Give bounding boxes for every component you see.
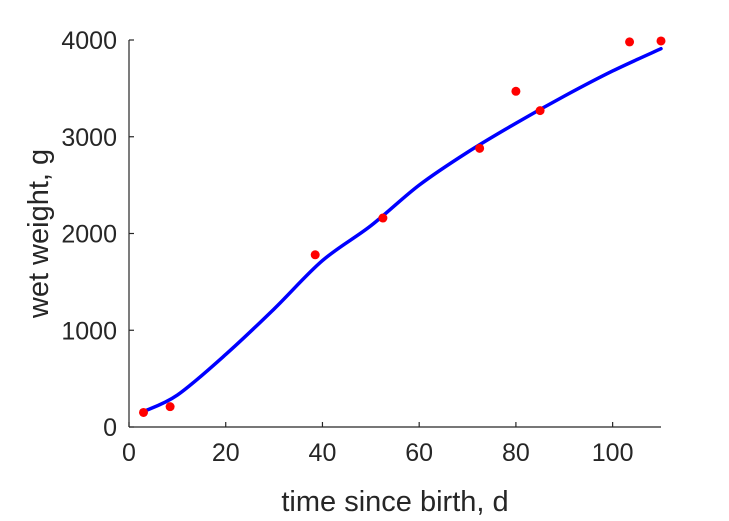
y-tick-label: 2000	[61, 221, 117, 249]
y-tick-label: 4000	[61, 27, 117, 55]
x-tick-label: 0	[122, 439, 136, 467]
y-tick-label: 1000	[61, 317, 117, 345]
data-point	[139, 407, 149, 417]
x-axis-title: time since birth, d	[281, 486, 508, 518]
x-tick-label: 60	[405, 439, 433, 467]
data-point	[511, 86, 521, 96]
data-point	[656, 36, 666, 46]
y-ticks: 0 1000 2000 3000 4000	[61, 27, 134, 442]
x-tick-label: 20	[212, 439, 240, 467]
x-tick-label: 40	[309, 439, 337, 467]
data-point	[378, 213, 388, 223]
y-tick-label: 3000	[61, 124, 117, 152]
data-point	[535, 106, 545, 116]
x-tick-label: 100	[592, 439, 634, 467]
data-point	[625, 37, 635, 47]
data-point	[475, 143, 485, 153]
x-ticks: 0 20 40 60 80 100	[122, 422, 633, 467]
y-axis-title: wet weight, g	[23, 149, 55, 319]
y-tick-label: 0	[103, 414, 117, 442]
data-point	[310, 250, 320, 260]
axes: 0 20 40 60 80 100 0 1000 2000 3000 4000	[61, 27, 661, 467]
data-point	[165, 402, 175, 412]
fit-curve	[141, 46, 663, 414]
plot-series	[139, 36, 666, 417]
x-tick-label: 80	[502, 439, 530, 467]
